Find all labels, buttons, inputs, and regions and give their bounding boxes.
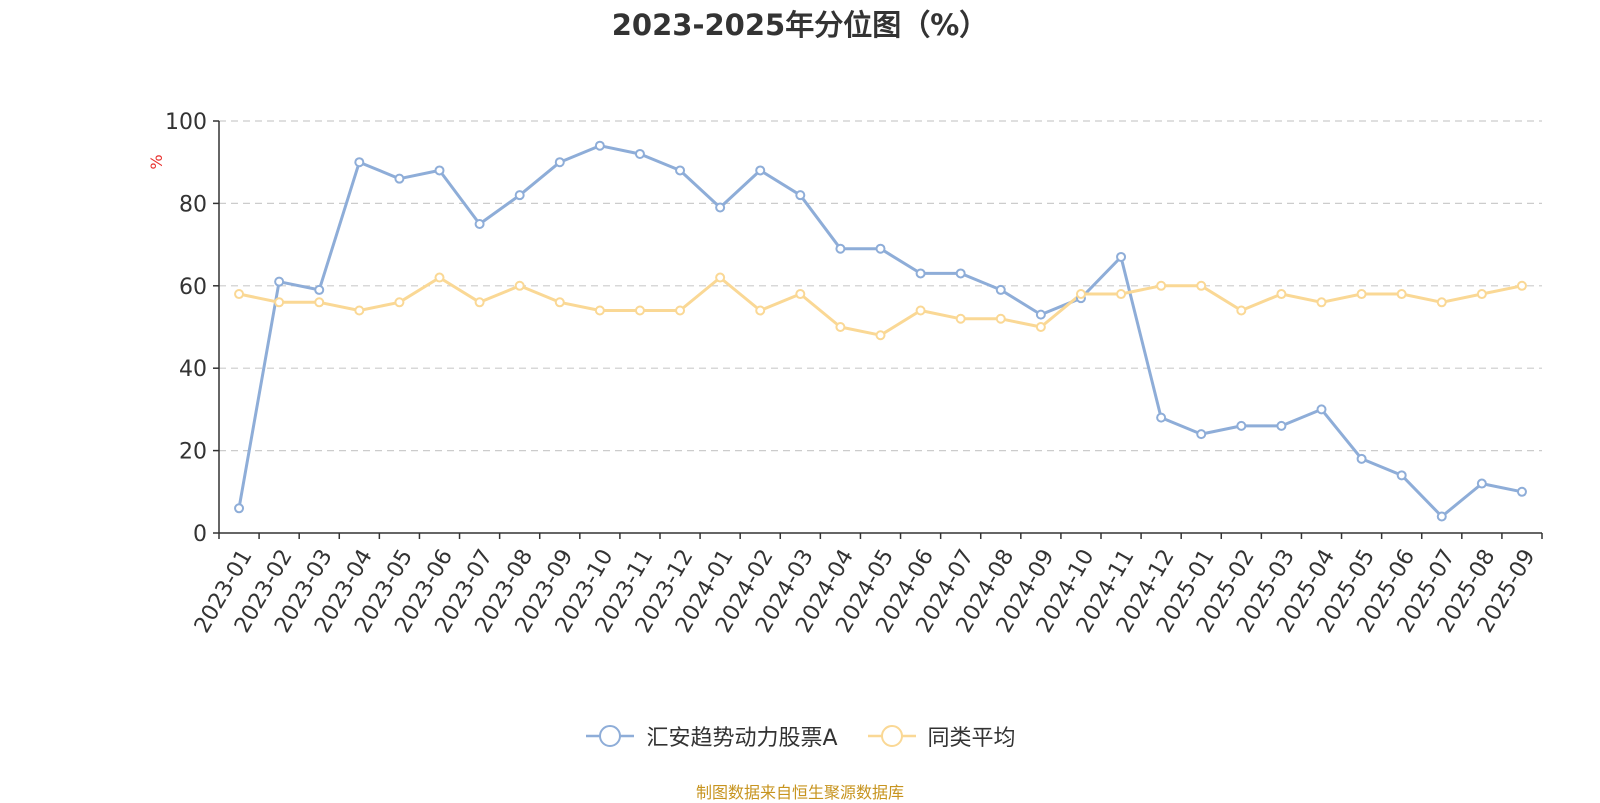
series-2-point: [875, 330, 886, 341]
series-2-point: [594, 305, 605, 316]
series-1-point: [835, 243, 846, 254]
series-2-point: [634, 305, 645, 316]
series-1-point: [1356, 453, 1367, 464]
series-1-point: [795, 190, 806, 201]
gridlines: [219, 120, 1542, 452]
series-2-point: [434, 272, 445, 283]
legend-marker-icon: [867, 725, 916, 747]
series-2-point: [274, 297, 285, 308]
series-1-point: [1035, 309, 1046, 320]
series-1-point: [274, 276, 285, 287]
legend-item-1[interactable]: 汇安趋势动力股票A: [584, 720, 838, 752]
x-tick-labels: 2023-012023-022023-032023-042023-052023-…: [190, 545, 1541, 637]
series-2-point: [1276, 289, 1287, 300]
series-2-point: [234, 289, 245, 300]
legend-item-2[interactable]: 同类平均: [866, 720, 1016, 752]
series-1-point: [755, 165, 766, 176]
series-1-point: [1156, 412, 1167, 423]
series-1-point: [875, 243, 886, 254]
series-2-point: [1436, 297, 1447, 308]
series-2-point: [394, 297, 405, 308]
series-1-point: [915, 268, 926, 279]
series-2-point: [1316, 297, 1327, 308]
series-2-point: [1396, 289, 1407, 300]
series-2-point: [835, 322, 846, 332]
series-2-point: [1236, 305, 1247, 316]
series-1-point: [1196, 429, 1207, 440]
series-1-point: [1236, 420, 1247, 431]
series-1-point: [1516, 486, 1527, 497]
legend-label: 同类平均: [927, 726, 1016, 751]
series-2-point: [1116, 289, 1127, 300]
series-1-point: [234, 503, 245, 514]
series-1-point: [1436, 511, 1447, 522]
series-1-point: [554, 157, 565, 168]
series-2-point: [354, 305, 365, 316]
legend-marker-icon: [586, 725, 635, 747]
series-1-point: [1476, 478, 1487, 489]
data-source-note: 制图数据来自恒生聚源数据库: [695, 783, 904, 802]
legend-label: 汇安趋势动力股票A: [646, 726, 838, 751]
series-2-point: [955, 313, 966, 324]
series-2-point: [675, 305, 686, 316]
series-1-point: [1276, 420, 1287, 431]
series-1-point: [675, 165, 686, 176]
series-1-point: [1316, 404, 1327, 415]
y-tick-labels: 0 20 40 60 80 100: [165, 110, 207, 547]
series-1-point: [594, 140, 605, 151]
series-2-point: [1075, 289, 1086, 300]
series-1-point: [634, 148, 645, 159]
series-2-point: [514, 280, 525, 291]
legend: 汇安趋势动力股票A 同类平均: [0, 720, 1600, 752]
series-2-point: [915, 305, 926, 316]
series-1-point: [995, 284, 1006, 295]
series-1-point: [474, 219, 485, 229]
series-1-point: [354, 157, 365, 168]
series-2-point: [1035, 322, 1046, 332]
series-2-point: [1156, 280, 1167, 291]
series-2-point: [1476, 289, 1487, 300]
series-2-point: [1356, 289, 1367, 300]
series-2-point: [795, 289, 806, 300]
series-2-point: [1196, 280, 1207, 291]
y-tick-label: 80: [179, 192, 207, 217]
series-2-point: [995, 313, 1006, 324]
series-1-point: [434, 165, 445, 176]
y-tick-label: 60: [179, 275, 207, 300]
y-tick-label: 0: [193, 522, 207, 547]
y-tick-label: 20: [179, 440, 207, 465]
series-1-point: [955, 268, 966, 279]
series-1-point: [394, 173, 405, 184]
y-axis-label: %: [147, 154, 166, 169]
series-2-point: [314, 297, 325, 308]
series-2-point: [474, 297, 485, 308]
series-2-point: [1516, 280, 1527, 291]
series-points: [234, 140, 1527, 522]
series-1-point: [1396, 470, 1407, 481]
series-2-point: [554, 297, 565, 308]
series-1-point: [1116, 251, 1127, 262]
y-tick-label: 40: [179, 357, 207, 382]
axes: [213, 120, 1543, 539]
series-1-point: [514, 190, 525, 201]
chart-title: 2023-2025年分位图（%）: [611, 8, 989, 42]
y-tick-label: 100: [165, 110, 207, 135]
series-2-point: [715, 272, 726, 283]
series-1-point: [314, 284, 325, 295]
series-2-point: [755, 305, 766, 316]
series-1-point: [715, 202, 726, 213]
